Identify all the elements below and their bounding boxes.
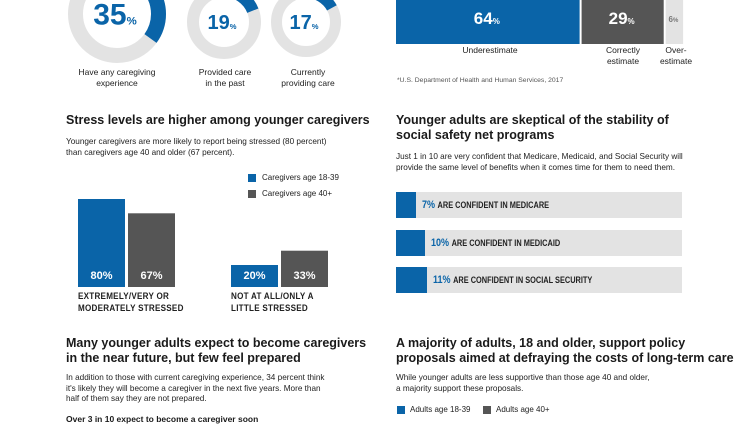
future-body-line3: half of them say they are not prepared.	[66, 394, 207, 403]
donut-track-3	[271, 0, 341, 57]
future-title-line1: Many younger adults expect to become car…	[66, 336, 367, 350]
donut-label-3: Currently providing care	[253, 67, 363, 89]
future-body-line2: it's likely they will become a caregiver…	[66, 383, 321, 393]
policy-legend-label-40-plus: Adults age 40+	[496, 405, 550, 414]
safety-net-body-line2: provide the same level of benefits when …	[396, 162, 675, 172]
estimate-label-over-line1: Over-	[665, 45, 687, 55]
estimate-label-under: Underestimate	[430, 45, 550, 56]
policy-title-line2: proposals aimed at defraying the costs o…	[396, 351, 734, 365]
stress-bar-value-1-1: 80%	[90, 270, 112, 282]
donut-label-3-line2: providing care	[281, 78, 335, 88]
stress-bar-value-1-2: 67%	[140, 270, 162, 282]
safety-bar-percent-1: 7%	[422, 199, 438, 211]
stress-body: Younger caregivers are more likely to re…	[66, 137, 326, 158]
policy-legend-label-18-39: Adults age 18-39	[410, 405, 471, 414]
donut-pct-sign-1: %	[127, 16, 137, 28]
stress-bar-value-2-2: 33%	[293, 270, 315, 282]
estimate-bar-3	[665, 0, 684, 44]
donut-charts: 35% 19% 17%	[68, 0, 341, 63]
stress-group-label-not-stressed-line1: NOT AT ALL/ONLY A	[231, 291, 314, 302]
stress-group-label-stressed-line1: EXTREMELY/VERY OR	[78, 291, 170, 302]
estimate-label-under-text: Underestimate	[462, 45, 518, 55]
future-body-line1: In addition to those with current caregi…	[66, 373, 325, 382]
future-title-line2: in the near future, but few feel prepare…	[66, 351, 301, 365]
stress-group-label-not-stressed: NOT AT ALL/ONLY A LITTLE STRESSED	[231, 291, 314, 315]
estimate-label-over: Over- estimate	[656, 45, 696, 67]
policy-title-line1: A majority of adults, 18 and older, supp…	[396, 336, 686, 350]
policy-legend-swatch-18-39	[397, 406, 405, 414]
estimate-bar-chart: 64% 29% 6%	[396, 0, 684, 44]
stress-bar-1-1	[78, 199, 125, 287]
stress-group-label-not-stressed-line2: LITTLE STRESSED	[231, 303, 308, 314]
stress-bar-2-1	[231, 265, 278, 287]
policy-title: A majority of adults, 18 and older, supp…	[396, 336, 734, 366]
safety-net-title-line1: Younger adults are skeptical of the stab…	[396, 113, 669, 127]
safety-net-body: Just 1 in 10 are very confident that Med…	[396, 152, 683, 173]
safety-bar-fill-1	[396, 192, 417, 218]
safety-net-title-line2: social safety net programs	[396, 128, 555, 142]
donut-label-2: Provided care in the past	[170, 67, 280, 89]
donut-value-3: 17%	[289, 12, 318, 34]
legend-swatch-18-39	[248, 174, 256, 182]
future-body: In addition to those with current caregi…	[66, 373, 325, 405]
stress-bar-chart: 80% 67% 20% 33%	[78, 199, 328, 287]
policy-body-line2: a majority support these proposals.	[396, 383, 524, 393]
estimate-label-correct-line2: estimate	[606, 56, 640, 66]
donut-label-1-line1: Have any caregiving	[78, 67, 156, 77]
safety-bar-track-1	[396, 192, 682, 218]
safety-bar-track-3	[396, 267, 682, 293]
legend-swatch-40-plus	[248, 190, 256, 198]
stress-body-line2: than caregivers age 40 and older (67 per…	[66, 147, 235, 157]
safety-bar-text-1: ARE CONFIDENT IN MEDICARE	[437, 200, 550, 210]
estimate-bar-2	[581, 0, 664, 44]
donut-label-2-line1: Provided care	[198, 67, 252, 77]
safety-net-body-line1: Just 1 in 10 are very confident that Med…	[396, 152, 683, 161]
stress-bar-2-2	[281, 250, 328, 287]
donut-pct-sign-2: %	[230, 22, 237, 31]
policy-body: While younger adults are less supportive…	[396, 373, 650, 394]
safety-bar-percent-2: 10%	[430, 237, 452, 249]
safety-bar-text-3: ARE CONFIDENT IN SOCIAL SECURITY	[453, 275, 593, 285]
donut-arc-1	[68, 0, 166, 63]
safety-bar-track-2	[396, 230, 682, 256]
stress-bar-value-2-1: 20%	[243, 270, 265, 282]
donut-value-1: 35%	[93, 0, 137, 32]
stress-title: Stress levels are higher among younger c…	[66, 113, 370, 127]
donut-value-2: 19%	[207, 12, 236, 34]
stress-body-line1: Younger caregivers are more likely to re…	[66, 137, 327, 146]
donut-pct-sign-3: %	[312, 22, 319, 31]
estimate-bar-1	[396, 0, 580, 44]
stress-group-label-stressed: EXTREMELY/VERY OR MODERATELY STRESSED	[78, 291, 184, 315]
policy-body-line1: While younger adults are less supportive…	[396, 373, 650, 382]
safety-bar-fill-3	[396, 267, 428, 293]
safety-bar-percent-3: 11%	[433, 274, 454, 286]
donut-label-2-line2: in the past	[205, 78, 245, 88]
estimate-label-correct: Correctly estimate	[583, 45, 663, 67]
safety-bar-label-1: 7% ARE CONFIDENT IN MEDICARE	[422, 199, 549, 211]
future-subhead: Over 3 in 10 expect to become a caregive…	[66, 414, 259, 424]
safety-bar-fill-2	[396, 230, 425, 256]
safety-bar-label-3: 11% ARE CONFIDENT IN SOCIAL SECURITY	[433, 274, 592, 286]
donut-label-1: Have any caregiving experience	[62, 67, 172, 89]
safety-bar-text-2: ARE CONFIDENT IN MEDICAID	[451, 238, 560, 248]
future-title: Many younger adults expect to become car…	[66, 336, 366, 366]
source-note: *U.S. Department of Health and Human Ser…	[397, 77, 564, 84]
policy-legend-swatch-40-plus	[483, 406, 491, 414]
stress-bar-1-2	[128, 213, 175, 287]
donut-track-2	[187, 0, 261, 59]
donut-label-3-line1: Currently	[290, 67, 326, 77]
donut-label-1-line2: experience	[96, 78, 138, 88]
stress-group-label-stressed-line2: MODERATELY STRESSED	[78, 303, 184, 314]
legend-label-40-plus: Caregivers age 40+	[262, 189, 333, 198]
legend-label-18-39: Caregivers age 18-39	[262, 173, 339, 182]
estimate-label-over-line2: estimate	[659, 56, 693, 66]
safety-bar-label-2: 10% ARE CONFIDENT IN MEDICAID	[431, 237, 560, 249]
safety-net-title: Younger adults are skeptical of the stab…	[396, 113, 669, 143]
estimate-value-3: 6%	[669, 15, 679, 24]
estimate-label-correct-line1: Correctly	[605, 45, 640, 55]
